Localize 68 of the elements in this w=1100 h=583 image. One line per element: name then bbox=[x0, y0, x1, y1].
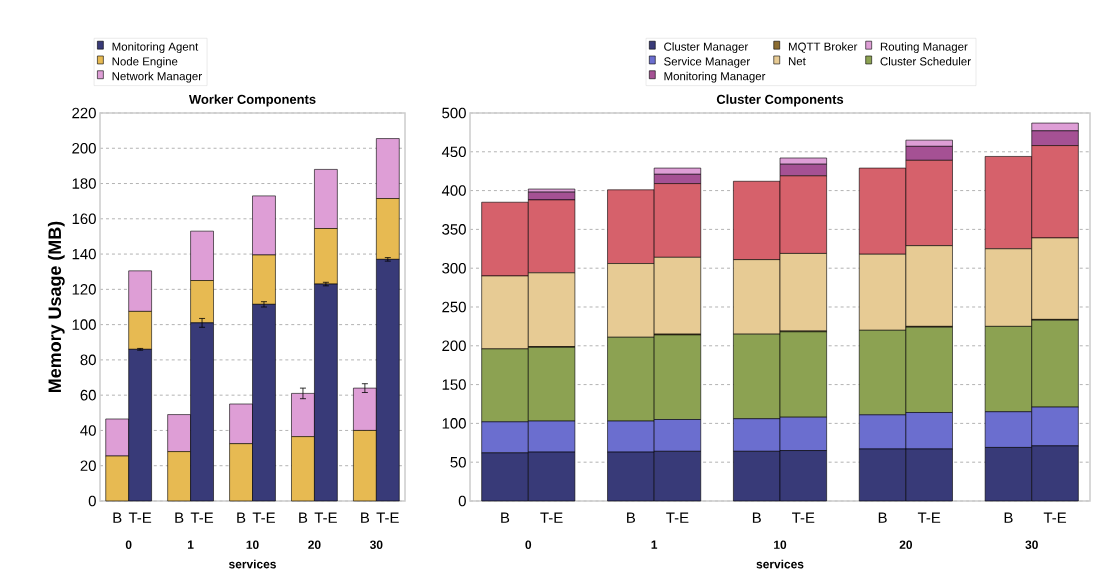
x-tick-label: T-E bbox=[314, 512, 337, 523]
text: 0 bbox=[525, 540, 532, 549]
legend-label: Routing Manager bbox=[880, 42, 968, 53]
y-tick-label: 300 bbox=[442, 262, 466, 274]
x-axis-title: services bbox=[756, 559, 804, 569]
y-tick-label: 220 bbox=[72, 107, 96, 119]
y-tick-label: 40 bbox=[80, 425, 96, 436]
y-tick-label: 120 bbox=[72, 284, 96, 295]
x-tick-label: T-E bbox=[540, 512, 563, 523]
y-tick-label: 350 bbox=[442, 224, 466, 235]
legend-label: Network Manager bbox=[112, 71, 202, 83]
x-tick-label: B bbox=[361, 512, 370, 523]
chart-title: Cluster Components bbox=[716, 94, 844, 107]
y-tick-label: 150 bbox=[442, 379, 466, 390]
x-tick-label: T-E bbox=[376, 512, 399, 523]
y-tick-label: 250 bbox=[442, 301, 466, 313]
x-tick-label: B bbox=[113, 512, 122, 523]
y-tick-label: 20 bbox=[80, 460, 96, 471]
y-tick-label: 400 bbox=[441, 185, 466, 196]
x-tick-label: B bbox=[878, 512, 887, 523]
y-tick-label: 0 bbox=[88, 495, 96, 507]
y-tick-label: 500 bbox=[442, 107, 466, 119]
y-axis-title: Memory Usage (MB) bbox=[47, 221, 65, 392]
x-tick-label: B bbox=[299, 512, 308, 523]
x-tick-label: T-E bbox=[1043, 512, 1067, 523]
x-tick-label: T-E bbox=[792, 512, 815, 523]
x-tick-label: T-E bbox=[190, 512, 214, 523]
y-tick-label: 100 bbox=[72, 319, 96, 330]
x-tick-label: T-E bbox=[666, 512, 689, 523]
x-tick-label: B bbox=[237, 512, 246, 523]
legend-label: Monitoring Manager bbox=[664, 71, 766, 83]
x-tick-label: B bbox=[627, 512, 636, 523]
y-tick-label: 160 bbox=[72, 213, 96, 225]
x-tick-label: T-E bbox=[917, 512, 941, 523]
y-tick-label: 140 bbox=[72, 248, 96, 260]
legend-label: Cluster Scheduler bbox=[880, 57, 971, 66]
x-axis-title: services bbox=[229, 559, 276, 569]
y-tick-label: 180 bbox=[72, 178, 96, 189]
x-tick-label: B bbox=[175, 512, 184, 523]
legend-label: Net bbox=[788, 57, 806, 66]
text: 1 bbox=[651, 540, 658, 549]
legend-label: MQTT Broker bbox=[788, 42, 858, 53]
legend-label: Service Manager bbox=[664, 57, 750, 68]
legend-label: Monitoring Agent bbox=[112, 42, 199, 53]
text: 30 bbox=[1025, 540, 1038, 549]
x-tick-label: B bbox=[1004, 512, 1013, 523]
y-tick-label: 200 bbox=[72, 142, 96, 154]
y-tick-label: 450 bbox=[441, 146, 466, 158]
text: 1 bbox=[188, 540, 194, 549]
x-tick-label: T-E bbox=[128, 512, 152, 523]
y-tick-label: 100 bbox=[442, 418, 466, 429]
legend-label: Node Engine bbox=[112, 57, 178, 68]
x-tick-label: T-E bbox=[252, 512, 275, 523]
y-tick-label: 200 bbox=[442, 340, 466, 352]
text: 10 bbox=[246, 540, 259, 549]
legend-label: Cluster Manager bbox=[664, 42, 749, 53]
y-tick-label: 60 bbox=[80, 389, 96, 401]
y-tick-label: 80 bbox=[80, 354, 96, 366]
x-tick-label: B bbox=[752, 512, 761, 523]
y-tick-label: 0 bbox=[458, 495, 466, 507]
x-tick-label: B bbox=[501, 512, 510, 523]
text: 0 bbox=[125, 540, 132, 549]
text: 20 bbox=[899, 540, 913, 549]
text: 30 bbox=[369, 540, 383, 549]
text: 10 bbox=[774, 540, 787, 549]
y-tick-label: 50 bbox=[450, 456, 466, 468]
text: 20 bbox=[308, 540, 321, 549]
chart-title: Worker Components bbox=[188, 94, 316, 107]
